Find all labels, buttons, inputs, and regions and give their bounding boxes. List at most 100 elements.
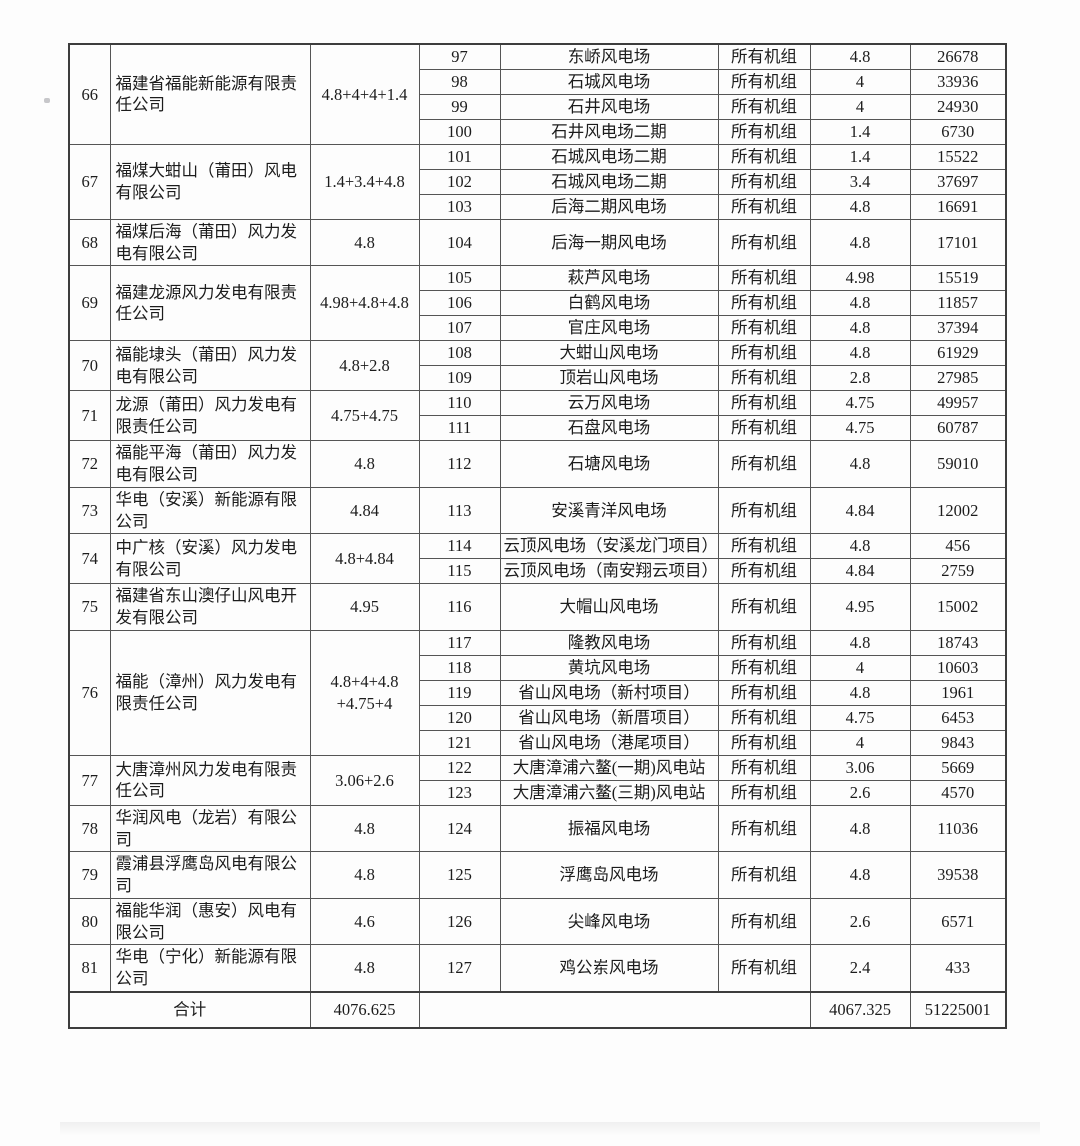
farm-value-cell: 6453	[909, 704, 1007, 731]
farm-index-cell: 106	[418, 290, 501, 317]
units-cell: 所有机组	[717, 804, 811, 853]
farm-value-cell: 12002	[909, 486, 1007, 535]
scan-artifact-dot	[44, 98, 50, 103]
farm-capacity-cell: 1.4	[809, 118, 911, 145]
farm-value-cell: 15002	[909, 583, 1007, 631]
owner-capacity-cell: 4.8	[309, 440, 420, 488]
farm-row: 123 大唐漳浦六鳌(三期)风电站 所有机组 2.6 4570	[69, 779, 1007, 806]
owner-capacity-cell: 4.8+4+4+1.4	[309, 43, 420, 145]
farm-value-cell: 37697	[909, 168, 1007, 195]
farm-name-cell: 白鹤风电场	[499, 290, 719, 317]
farm-index-cell: 105	[418, 265, 501, 292]
units-cell: 所有机组	[717, 365, 811, 392]
farm-name-cell: 安溪青洋风电场	[499, 486, 719, 535]
farm-name-cell: 官庄风电场	[499, 315, 719, 342]
farm-name-cell: 云顶风电场（南安翔云项目）	[499, 558, 719, 585]
units-cell: 所有机组	[717, 118, 811, 145]
farm-value-cell: 60787	[909, 415, 1007, 442]
farm-name-cell: 浮鹰岛风电场	[499, 851, 719, 899]
farm-name-cell: 省山风电场（港尾项目）	[499, 729, 719, 756]
farm-value-cell: 11857	[909, 290, 1007, 317]
farm-row: 99 石井风电场 所有机组 4 24930	[69, 93, 1007, 120]
farm-capacity-cell: 4.8	[809, 193, 911, 220]
farm-row: 70 福能埭头（莆田）风力发电有限公司 4.8+2.8 108 大蚶山风电场 所有机组 4.…	[68, 340, 1007, 392]
owner-capacity-cell: 4.8+4.84	[309, 533, 420, 585]
owner-company-cell: 福煤后海（莆田）风力发电有限公司	[109, 218, 311, 267]
farm-capacity-cell: 4.8	[809, 851, 911, 899]
farm-capacity-cell: 4.75	[809, 704, 911, 731]
owner-company-cell: 龙源（莆田）风力发电有限责任公司	[109, 390, 311, 442]
farm-value-cell: 9843	[909, 729, 1007, 756]
farm-name-cell: 东峤风电场	[499, 43, 719, 70]
farm-row: 68 福煤后海（莆田）风力发电有限公司 4.8 104 后海一期风电场 所有机组 4.8 17…	[68, 218, 1007, 267]
owner-index-cell: 68	[68, 218, 111, 267]
owner-company-cell: 中广核（安溪）风力发电有限公司	[109, 533, 311, 585]
owner-index-cell: 74	[68, 533, 111, 585]
owner-index-cell: 78	[68, 804, 111, 853]
owner-company-cell: 福能埭头（莆田）风力发电有限公司	[109, 340, 311, 392]
owner-company-cell: 大唐漳州风力发电有限责任公司	[109, 754, 311, 806]
farm-index-cell: 112	[418, 440, 501, 488]
farm-capacity-cell: 4.8	[809, 43, 911, 70]
owner-index-cell: 81	[68, 944, 111, 993]
farm-value-cell: 10603	[909, 654, 1007, 681]
owner-index-cell: 72	[68, 440, 111, 488]
farm-name-cell: 石井风电场二期	[499, 118, 719, 145]
farm-value-cell: 16691	[909, 193, 1007, 220]
farm-row: 103 后海二期风电场 所有机组 4.8 16691	[69, 193, 1007, 220]
total-farm-capacity-cell: 4067.325	[809, 991, 911, 1029]
farm-row: 78 华润风电（龙岩）有限公司 4.8 124 振福风电场 所有机组 4.8 11036	[68, 804, 1007, 853]
owner-capacity-cell: 4.8	[309, 851, 420, 899]
farm-value-cell: 33936	[909, 68, 1007, 95]
owner-index-cell: 73	[68, 486, 111, 535]
total-empty-cell	[418, 991, 811, 1029]
wind-farm-table: 66 福建省福能新能源有限责任公司 4.8+4+4+1.4 97 东峤风电场 所有机组 4.…	[68, 43, 1007, 1030]
farm-index-cell: 119	[418, 679, 501, 706]
farm-value-cell: 26678	[909, 43, 1007, 70]
farm-index-cell: 113	[418, 486, 501, 535]
farm-capacity-cell: 4.8	[809, 440, 911, 488]
units-cell: 所有机组	[717, 265, 811, 292]
farm-capacity-cell: 1.4	[809, 143, 911, 170]
farm-capacity-cell: 2.6	[809, 779, 911, 806]
owner-index-cell: 67	[68, 143, 111, 220]
farm-row: 80 福能华润（惠安）风电有限公司 4.6 126 尖峰风电场 所有机组 2.6 6571	[68, 897, 1007, 946]
units-cell: 所有机组	[717, 779, 811, 806]
farm-index-cell: 97	[418, 43, 501, 70]
owner-company-cell: 福能平海（莆田）风力发电有限公司	[109, 440, 311, 488]
farm-row: 119 省山风电场（新村项目） 所有机组 4.8 1961	[69, 679, 1007, 706]
farm-index-cell: 121	[418, 729, 501, 756]
farm-index-cell: 104	[418, 218, 501, 267]
owner-capacity-cell: 4.8	[309, 218, 420, 267]
owner-capacity-cell: 4.95	[309, 583, 420, 631]
farm-capacity-cell: 4.95	[809, 583, 911, 631]
farm-row: 120 省山风电场（新厝项目） 所有机组 4.75 6453	[69, 704, 1007, 731]
farm-value-cell: 1961	[909, 679, 1007, 706]
owner-company-cell: 华电（安溪）新能源有限公司	[109, 486, 311, 535]
farm-index-cell: 108	[418, 340, 501, 367]
farm-index-cell: 100	[418, 118, 501, 145]
farm-value-cell: 61929	[909, 340, 1007, 367]
farm-name-cell: 云万风电场	[499, 390, 719, 417]
owner-capacity-cell: 4.8+4+4.8 +4.75+4	[309, 629, 420, 756]
total-row: 合计 4076.625 4067.325 51225001	[68, 991, 1007, 1029]
farm-name-cell: 大帽山风电场	[499, 583, 719, 631]
farm-capacity-cell: 4	[809, 729, 911, 756]
scan-shadow	[60, 1122, 1040, 1136]
farm-row: 111 石盘风电场 所有机组 4.75 60787	[69, 415, 1007, 442]
farm-index-cell: 120	[418, 704, 501, 731]
farm-row: 118 黄坑风电场 所有机组 4 10603	[69, 654, 1007, 681]
farm-row: 72 福能平海（莆田）风力发电有限公司 4.8 112 石塘风电场 所有机组 4.8 5901…	[68, 440, 1007, 488]
farm-row: 109 顶岩山风电场 所有机组 2.8 27985	[69, 365, 1007, 392]
farm-capacity-cell: 4.8	[809, 290, 911, 317]
farm-name-cell: 大蚶山风电场	[499, 340, 719, 367]
farm-index-cell: 109	[418, 365, 501, 392]
owner-index-cell: 75	[68, 583, 111, 631]
total-energy-cell: 51225001	[909, 991, 1007, 1029]
farm-index-cell: 103	[418, 193, 501, 220]
farm-row: 66 福建省福能新能源有限责任公司 4.8+4+4+1.4 97 东峤风电场 所有机组 4.…	[68, 43, 1007, 145]
farm-name-cell: 石盘风电场	[499, 415, 719, 442]
farm-row: 98 石城风电场 所有机组 4 33936	[69, 68, 1007, 95]
farm-name-cell: 省山风电场（新村项目）	[499, 679, 719, 706]
